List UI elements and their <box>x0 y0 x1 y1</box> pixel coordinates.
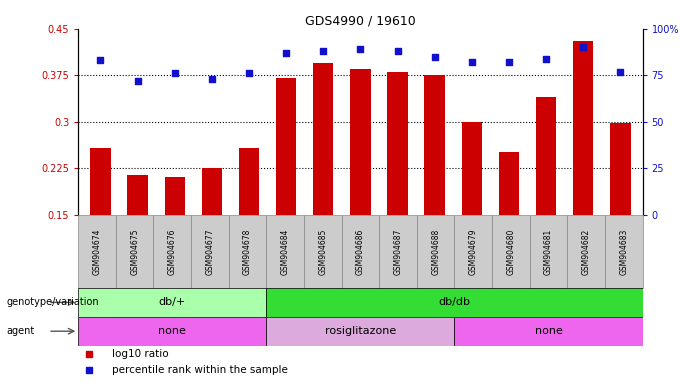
Bar <box>165 177 185 215</box>
Text: agent: agent <box>7 326 35 336</box>
Bar <box>78 317 267 346</box>
Text: db/db: db/db <box>439 297 471 308</box>
Bar <box>116 215 154 288</box>
Bar <box>276 78 296 215</box>
Bar <box>417 215 454 288</box>
Bar <box>239 148 259 215</box>
Point <box>318 48 328 54</box>
Text: GSM904681: GSM904681 <box>544 228 553 275</box>
Text: GSM904679: GSM904679 <box>469 228 478 275</box>
Bar <box>379 215 417 288</box>
Bar <box>78 288 267 317</box>
Point <box>132 78 143 84</box>
Text: GSM904685: GSM904685 <box>318 228 327 275</box>
Bar <box>498 152 519 215</box>
Text: none: none <box>534 326 562 336</box>
Text: genotype/variation: genotype/variation <box>7 297 99 308</box>
Point <box>392 48 403 54</box>
Text: GSM904677: GSM904677 <box>205 228 214 275</box>
Point <box>95 57 106 63</box>
Bar <box>202 168 222 215</box>
Text: GSM904686: GSM904686 <box>356 228 365 275</box>
Bar <box>454 317 643 346</box>
Bar <box>313 63 333 215</box>
Bar <box>530 215 567 288</box>
Bar <box>267 215 304 288</box>
Point <box>281 50 292 56</box>
Point <box>243 70 254 76</box>
Point <box>207 76 218 82</box>
Title: GDS4990 / 19610: GDS4990 / 19610 <box>305 15 415 28</box>
Bar <box>350 69 371 215</box>
Point <box>503 59 514 65</box>
Bar <box>462 122 482 215</box>
Text: GSM904676: GSM904676 <box>168 228 177 275</box>
Text: GSM904688: GSM904688 <box>431 228 440 275</box>
Bar <box>573 41 594 215</box>
Bar <box>424 75 445 215</box>
Text: GSM904682: GSM904682 <box>581 228 591 275</box>
Bar <box>341 215 379 288</box>
Text: GSM904680: GSM904680 <box>507 228 515 275</box>
Bar <box>454 215 492 288</box>
Text: rosiglitazone: rosiglitazone <box>325 326 396 336</box>
Point <box>578 44 589 50</box>
Bar <box>78 215 116 288</box>
Bar <box>567 215 605 288</box>
Text: GSM904683: GSM904683 <box>619 228 628 275</box>
Point <box>169 70 180 76</box>
Point <box>541 56 551 62</box>
Point <box>355 46 366 52</box>
Text: GSM904687: GSM904687 <box>394 228 403 275</box>
Bar <box>267 317 454 346</box>
Bar <box>304 215 341 288</box>
Point <box>466 59 477 65</box>
Text: percentile rank within the sample: percentile rank within the sample <box>112 365 288 375</box>
Bar <box>610 123 630 215</box>
Text: log10 ratio: log10 ratio <box>112 349 169 359</box>
Bar <box>267 288 643 317</box>
Bar <box>536 97 556 215</box>
Bar <box>228 215 267 288</box>
Text: GSM904675: GSM904675 <box>130 228 139 275</box>
Bar <box>492 215 530 288</box>
Bar <box>90 148 111 215</box>
Point <box>615 69 626 75</box>
Bar <box>127 175 148 215</box>
Bar <box>605 215 643 288</box>
Point <box>429 54 440 60</box>
Bar <box>388 72 408 215</box>
Bar <box>191 215 228 288</box>
Bar <box>154 215 191 288</box>
Text: none: none <box>158 326 186 336</box>
Text: GSM904674: GSM904674 <box>92 228 101 275</box>
Text: GSM904678: GSM904678 <box>243 228 252 275</box>
Text: db/+: db/+ <box>158 297 186 308</box>
Text: GSM904684: GSM904684 <box>281 228 290 275</box>
